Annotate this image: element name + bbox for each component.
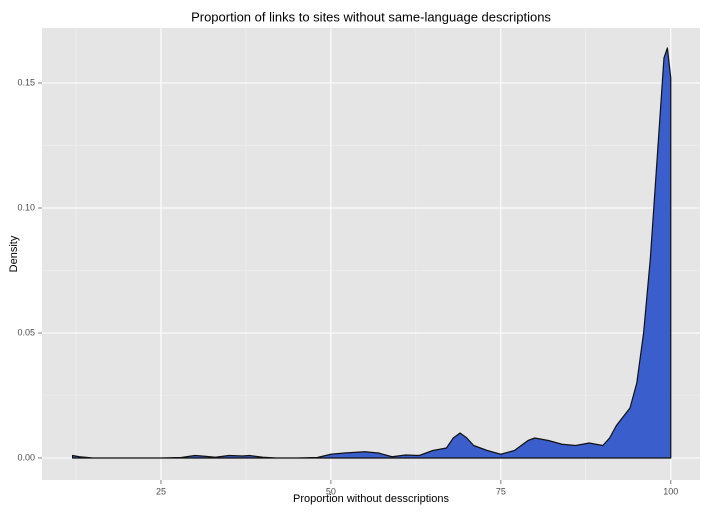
x-axis-label: Proportion without desscriptions: [293, 493, 449, 505]
x-tick-label: 75: [496, 486, 506, 496]
density-area: [71, 47, 672, 459]
x-tick-label: 25: [156, 486, 166, 496]
x-tick-label: 50: [326, 486, 336, 496]
chart-title: Proportion of links to sites without sam…: [191, 9, 551, 24]
y-tick-label: 0.15: [17, 77, 35, 87]
x-tick-label: 100: [663, 486, 678, 496]
y-tick-label: 0.05: [17, 327, 35, 337]
plot-panel: [42, 28, 700, 480]
y-axis-label: Density: [8, 235, 20, 272]
y-tick-label: 0.00: [17, 452, 35, 462]
y-tick-label: 0.10: [17, 202, 35, 212]
